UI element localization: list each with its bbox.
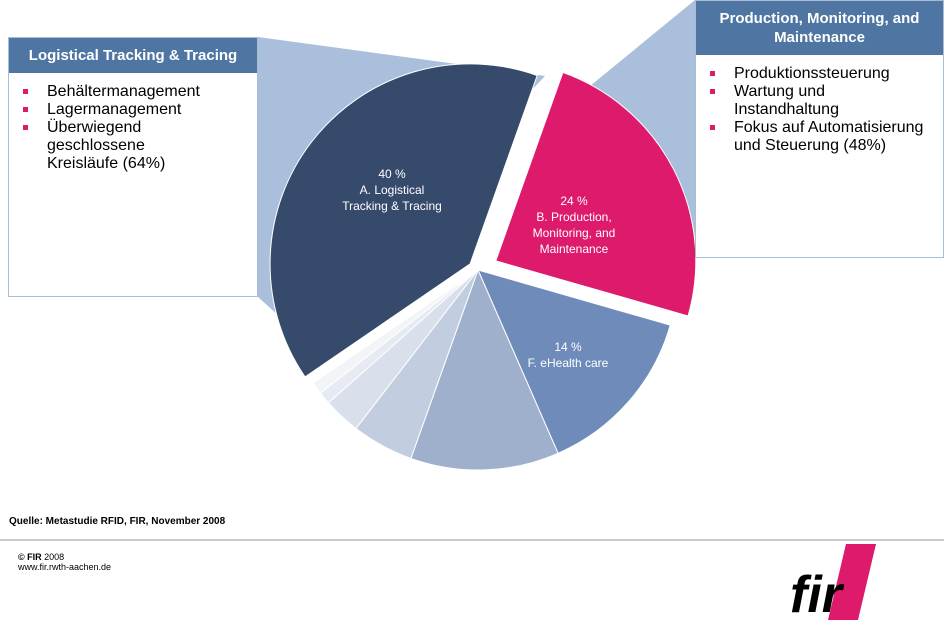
slice-name: F. eHealth care <box>527 356 609 370</box>
callout-item: Überwiegend geschlossene Kreisläufe (64%… <box>23 119 177 173</box>
callout-list: Produktionssteuerung Wartung und Instand… <box>696 65 943 155</box>
slice-label: 14 % F. eHealth care <box>513 339 623 371</box>
callout-box: Logistical Tracking & Tracing Behälterma… <box>8 37 258 297</box>
slice-label: 40 % A. Logistical Tracking & Tracing <box>337 166 447 214</box>
callout-title: Production, Monitoring, and Maintenance <box>696 1 943 55</box>
callout-item: Produktionssteuerung <box>710 65 935 83</box>
url: www.fir.rwth-aachen.de <box>18 562 112 572</box>
slice-name: A. Logistical Tracking & Tracing <box>342 183 442 213</box>
pie-slice <box>312 269 479 394</box>
slice-value: 24 % <box>560 194 588 208</box>
callout-item: Lagermanagement <box>23 101 249 119</box>
callout-item: Fokus auf Automatisierung und Steuerung … <box>710 119 924 154</box>
pie-slice <box>477 269 671 454</box>
slice-value: 40 % <box>378 167 406 181</box>
pie-slice <box>495 71 697 317</box>
callout-list: Behältermanagement Lagermanagement Überw… <box>9 83 257 173</box>
source: Quelle: Metastudie RFID, FIR, November 2… <box>9 516 226 527</box>
slice-value: 14 % <box>554 340 582 354</box>
pie <box>269 63 697 471</box>
copyright-brand: © FIR <box>18 552 42 562</box>
callout-title: Logistical Tracking & Tracing <box>9 38 257 73</box>
logo-bar <box>828 544 876 620</box>
logo: fir <box>790 566 845 624</box>
copyright-year: 2008 <box>44 552 65 562</box>
slice-label: 24 % B. Production, Monitoring, and Maint… <box>514 193 634 257</box>
pie-slice <box>410 268 559 471</box>
pie-slice <box>269 63 538 378</box>
callout-item: Wartung und Instandhaltung <box>710 83 874 119</box>
callout-item: Behältermanagement <box>23 83 249 101</box>
copyright: © FIR 2008 <box>18 552 64 562</box>
slice-name: B. Production, Monitoring, and Maintenan… <box>532 210 616 256</box>
callout-box: Production, Monitoring, and Maintenance … <box>695 0 944 258</box>
